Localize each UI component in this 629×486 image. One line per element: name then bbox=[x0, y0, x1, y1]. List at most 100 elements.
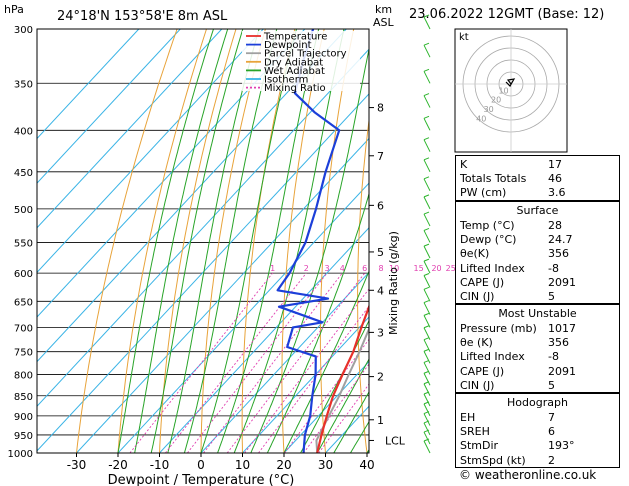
x-axis-title: Dewpoint / Temperature (°C) bbox=[108, 473, 295, 486]
hodo-row: StmDir 193° bbox=[460, 439, 615, 453]
pressure-tick-label: 800 bbox=[14, 370, 33, 381]
legend-dry-adiabat-label: Dry Adiabat bbox=[264, 57, 323, 68]
mu-label: Pressure (mb) bbox=[460, 322, 537, 335]
wind-barb-flag bbox=[423, 312, 430, 316]
temperature-line bbox=[316, 303, 369, 453]
hodo-value: 193° bbox=[548, 439, 575, 453]
wind-barb-staff bbox=[423, 118, 431, 131]
hodograph-panel: Hodograph EH 7 SREH 6 StmDir 193° StmSpd (kt) 2 bbox=[455, 393, 620, 468]
isotherm-line bbox=[200, 271, 369, 453]
mixing-ratio-label: 10 bbox=[389, 264, 399, 273]
wind-barb-flag bbox=[423, 194, 430, 198]
surface-row: θe(K) 356 bbox=[460, 247, 615, 261]
pressure-tick-label: 300 bbox=[14, 25, 33, 36]
km-tick-label: 6 bbox=[377, 199, 384, 212]
wind-barb-flag bbox=[423, 359, 430, 363]
isotherm-line bbox=[37, 93, 369, 452]
surface-label: Lifted Index bbox=[460, 261, 525, 275]
km-tick-label: 7 bbox=[377, 150, 384, 163]
surface-value: 2091 bbox=[548, 275, 576, 289]
wet-adiabat-line bbox=[266, 192, 369, 453]
pressure-tick-label: 600 bbox=[14, 269, 33, 280]
surface-label: Dewp (°C) bbox=[460, 233, 517, 247]
wind-barb-staff bbox=[423, 213, 431, 227]
wind-barb-flag bbox=[423, 243, 430, 247]
mu-value: 5 bbox=[548, 378, 555, 392]
hodo-label: EH bbox=[460, 411, 476, 424]
surface-row: Temp (°C) 28 bbox=[460, 219, 615, 233]
run-datetime: 23.06.2022 12GMT (Base: 12) bbox=[409, 7, 605, 22]
isotherm-line bbox=[76, 137, 369, 453]
wind-barb-flag bbox=[423, 42, 430, 46]
mu-label: θe (K) bbox=[460, 336, 493, 350]
wind-barb-staff bbox=[423, 245, 431, 259]
wet-adiabat-line bbox=[183, 29, 278, 453]
lcl-label: LCL bbox=[385, 434, 406, 447]
wind-barb-staff bbox=[423, 422, 431, 436]
indices-panel: K 17 Totals Totals 46 PW (cm) 3.6 bbox=[455, 155, 620, 201]
wind-barb-staff bbox=[423, 413, 431, 426]
dry-adiabat-line bbox=[200, 29, 266, 453]
km-tick-label: 2 bbox=[377, 371, 384, 384]
wind-barb-flag bbox=[423, 286, 430, 290]
hodo-value: 6 bbox=[548, 425, 555, 439]
wet-adiabat-line bbox=[283, 270, 369, 453]
wind-barb-flag bbox=[423, 325, 430, 329]
isotherm-line bbox=[37, 29, 306, 318]
surface-row: Dewp (°C) 24.7 bbox=[460, 233, 615, 247]
mu-row: θe (K) 356 bbox=[460, 336, 615, 350]
isotherm-line bbox=[37, 29, 223, 229]
mixing-ratio-line bbox=[129, 272, 273, 453]
surface-title: Surface bbox=[516, 204, 559, 217]
mixing-ratio-line bbox=[165, 272, 307, 453]
wind-barb-staff bbox=[423, 260, 431, 274]
wind-barb-staff bbox=[423, 339, 431, 352]
hodo-label: StmDir bbox=[460, 439, 499, 453]
wind-barb-flag bbox=[423, 115, 430, 119]
hodo-label: StmSpd (kt) bbox=[460, 453, 526, 467]
hodo-label: SREH bbox=[460, 425, 490, 439]
pressure-tick-label: 900 bbox=[14, 412, 33, 423]
x-tick-label: 0 bbox=[197, 458, 205, 472]
x-tick-label: 40 bbox=[359, 458, 374, 472]
mu-row: CAPE (J) 2091 bbox=[460, 365, 615, 379]
wind-barb-staff bbox=[423, 315, 431, 328]
isotherm-line bbox=[283, 360, 369, 453]
isotherm-line bbox=[159, 226, 369, 453]
dry-adiabat-line bbox=[117, 29, 207, 453]
hodo-row: StmSpd (kt) 2 bbox=[460, 454, 615, 468]
index-row: PW (cm) 3.6 bbox=[460, 186, 615, 200]
wind-barb-flag bbox=[423, 300, 430, 304]
pressure-tick-label: 550 bbox=[14, 238, 33, 249]
wet-adiabat-line bbox=[233, 29, 345, 453]
surface-value: 5 bbox=[548, 290, 555, 303]
most-unstable-panel: Most Unstable Pressure (mb) 1017 θe (K) 356… bbox=[455, 304, 620, 393]
isotherm-line bbox=[242, 316, 369, 453]
mu-row: Lifted Index -8 bbox=[460, 350, 615, 364]
hodograph-ring-label: 40 bbox=[476, 114, 486, 123]
most-unstable-title: Most Unstable bbox=[498, 307, 577, 320]
wind-barb-staff bbox=[423, 431, 431, 445]
pressure-tick-label: 950 bbox=[14, 431, 33, 442]
hodograph-ring-label: 30 bbox=[484, 105, 494, 114]
surface-value: -8 bbox=[548, 261, 559, 275]
mixing-ratio-label: 6 bbox=[362, 264, 367, 273]
dewpoint-line bbox=[276, 29, 341, 453]
wind-barb-staff bbox=[423, 16, 431, 30]
isotherm-line bbox=[37, 29, 181, 184]
x-tick-label: -10 bbox=[150, 458, 170, 472]
pressure-tick-label: 650 bbox=[14, 297, 33, 308]
wind-barb-flag bbox=[423, 176, 430, 180]
legend-parcel-label: Parcel Trajectory bbox=[264, 49, 347, 60]
wet-adiabat-line bbox=[333, 390, 369, 453]
hodograph-ring-label: 20 bbox=[491, 96, 501, 105]
mixing-ratio-line bbox=[203, 272, 343, 453]
legend-dewpoint-label: Dewpoint bbox=[264, 40, 312, 51]
wet-adiabat-line bbox=[316, 358, 369, 453]
wind-barb-staff bbox=[423, 302, 431, 315]
pressure-tick-label: 400 bbox=[14, 126, 33, 137]
legend-temperature-label: Temperature bbox=[263, 32, 327, 43]
wind-barb-flag bbox=[423, 93, 430, 97]
